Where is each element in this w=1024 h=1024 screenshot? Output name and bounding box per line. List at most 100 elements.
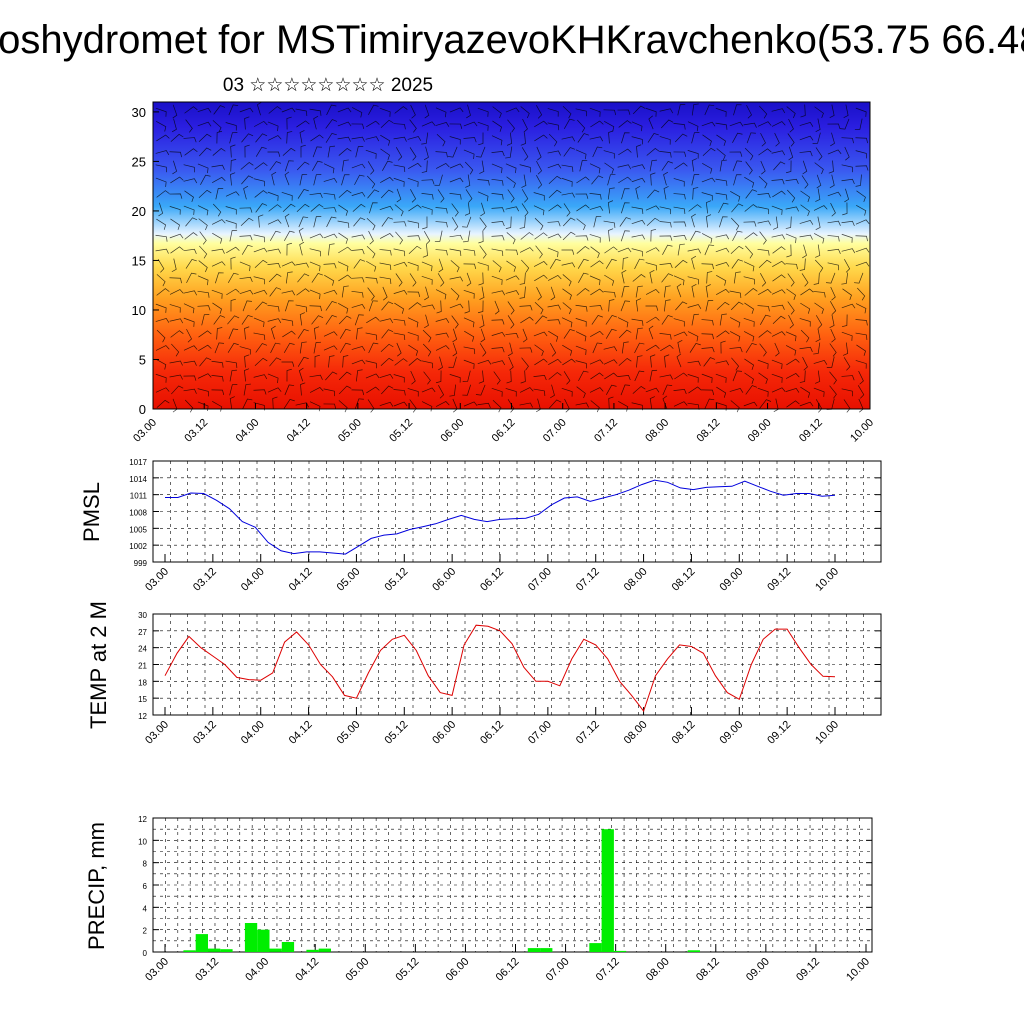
wind-barb <box>253 120 268 127</box>
temp-ytick-label: 21 <box>138 662 147 671</box>
wind-barb <box>408 357 422 366</box>
wind-barb <box>408 162 422 169</box>
wind-barb <box>687 121 699 132</box>
wind-barb <box>650 228 657 242</box>
pmsl-xtick-label: 06.00 <box>430 566 458 594</box>
wind-barb <box>186 328 192 343</box>
wind-barb <box>673 193 686 200</box>
wind-barb <box>325 371 338 381</box>
wind-barb <box>801 175 809 189</box>
wind-barb <box>230 144 236 158</box>
wind-barb <box>645 289 660 295</box>
xs-xtick-label: 08.12 <box>695 417 723 445</box>
wind-barb <box>379 107 391 117</box>
wind-barb <box>621 132 630 144</box>
wind-barb <box>729 151 743 157</box>
wind-barb <box>244 368 250 382</box>
wind-barb <box>212 203 222 217</box>
wind-barb <box>691 255 697 270</box>
wind-barb <box>225 360 238 368</box>
chart-title: Roshydromet for MSTimiryazevoKHKravchenk… <box>0 18 1024 62</box>
wind-barb <box>284 160 294 172</box>
wind-barb <box>354 174 365 186</box>
wind-barb <box>452 328 458 343</box>
wind-barb <box>507 301 515 315</box>
wind-barb <box>286 242 293 256</box>
wind-barb <box>409 119 417 133</box>
wind-barb <box>814 302 824 314</box>
precip-xtick-label: 06.12 <box>494 956 522 984</box>
wind-barb <box>450 260 460 273</box>
wind-barb <box>506 370 512 384</box>
wind-barb <box>156 359 167 370</box>
wind-barb <box>477 262 489 271</box>
wind-barb <box>829 104 835 119</box>
xs-xtick-label: 07.00 <box>541 417 569 445</box>
wind-barb <box>659 333 672 340</box>
wind-barb <box>449 136 461 145</box>
wind-barb <box>648 115 654 130</box>
wind-barb <box>534 344 544 357</box>
precip-ytick-label: 4 <box>143 904 148 913</box>
wind-barb <box>380 189 394 199</box>
wind-barb <box>729 290 742 298</box>
xs-ytick-label: 25 <box>132 154 146 169</box>
wind-barb <box>351 123 365 129</box>
wind-barb <box>785 263 798 270</box>
wind-barb <box>674 133 688 143</box>
wind-barb <box>659 108 674 114</box>
wind-barb <box>828 160 834 174</box>
wind-barb <box>281 318 294 326</box>
temp-xtick-label: 07.00 <box>526 719 554 747</box>
wind-barb <box>547 304 561 310</box>
xs-xtick-label: 05.12 <box>387 417 415 445</box>
wind-barb <box>677 243 685 256</box>
wind-barb <box>745 189 758 199</box>
wind-barb <box>663 171 669 186</box>
wind-barb <box>314 326 320 340</box>
wind-barb <box>462 216 472 228</box>
wind-barb <box>172 104 178 119</box>
wind-barb <box>691 132 700 144</box>
wind-barb <box>436 300 442 314</box>
wind-barb <box>314 354 320 368</box>
wind-barb <box>729 388 744 393</box>
wind-barb <box>687 402 700 410</box>
wind-barb <box>421 261 433 272</box>
wind-barb <box>309 261 321 272</box>
xs-ytick-label: 5 <box>139 352 146 367</box>
wind-barb <box>561 177 573 187</box>
wind-barb <box>323 207 337 213</box>
wind-barb <box>519 305 533 311</box>
wind-barb <box>463 137 477 143</box>
wind-barb <box>561 387 573 397</box>
wind-barb <box>309 305 322 312</box>
wind-barb <box>771 373 783 383</box>
wind-barb <box>158 202 164 217</box>
wind-barb <box>449 276 463 282</box>
wind-barb <box>534 358 548 366</box>
wind-barb <box>380 176 394 183</box>
wind-barb <box>491 150 505 157</box>
wind-barb <box>592 342 603 354</box>
wind-barb <box>421 132 429 145</box>
wind-barb <box>691 174 700 186</box>
wind-barb <box>575 402 589 408</box>
wind-barb <box>381 385 394 395</box>
wind-barb <box>449 303 464 309</box>
wind-barb <box>743 401 758 407</box>
wind-barb <box>701 233 713 244</box>
precip-bar <box>613 950 627 952</box>
wind-barb <box>435 318 450 323</box>
pmsl-xtick-label: 03.00 <box>143 566 171 594</box>
wind-barb <box>687 374 699 383</box>
wind-barb <box>787 301 795 315</box>
wind-barb <box>216 327 223 340</box>
wind-barb <box>841 220 855 226</box>
wind-barb <box>267 151 281 157</box>
wind-barb <box>691 213 696 228</box>
wind-barb <box>342 355 349 368</box>
wind-barb <box>270 325 276 340</box>
wind-barb <box>156 121 167 132</box>
